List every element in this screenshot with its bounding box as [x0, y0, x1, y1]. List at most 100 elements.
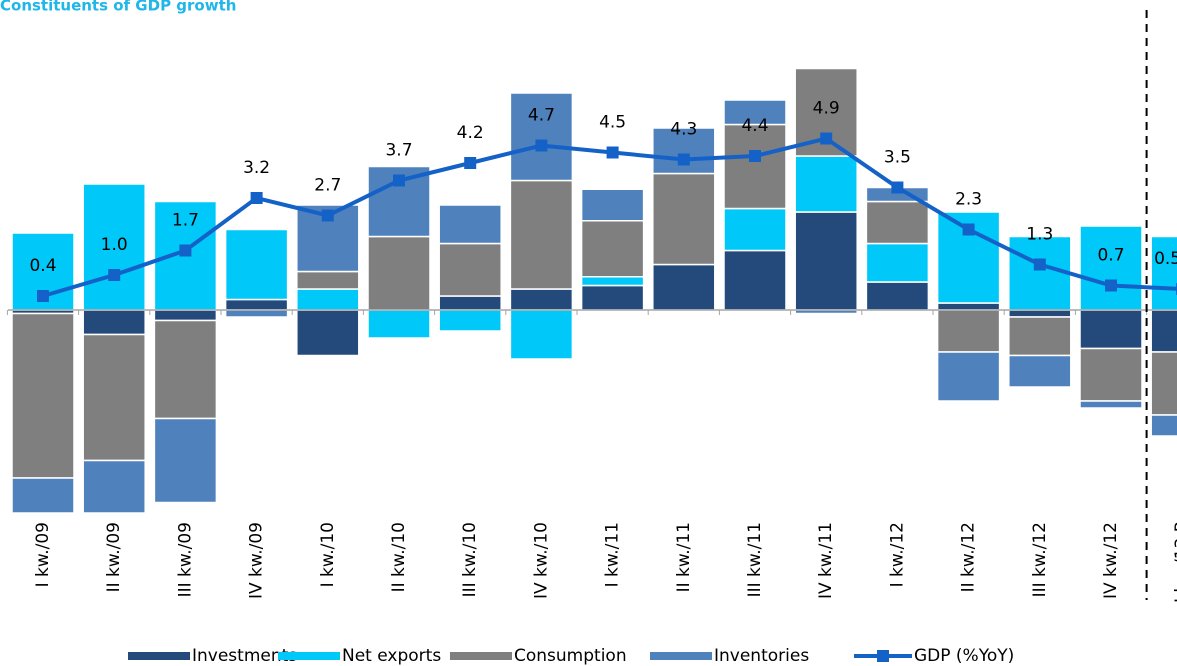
gdp-marker	[108, 269, 121, 281]
x-tick-label: II kw./11	[674, 522, 694, 592]
bar-segment	[438, 242, 502, 297]
bar-segment	[1150, 351, 1177, 416]
gdp-marker	[535, 139, 548, 152]
data-label: 4.4	[741, 116, 768, 136]
x-tick-label: III kw./11	[745, 522, 765, 597]
legend-label: Consumption	[514, 646, 627, 666]
bar-segment	[794, 211, 858, 311]
bar-segment	[652, 127, 716, 175]
bar-segment	[224, 228, 289, 301]
x-tick-label: IV kw./12	[1101, 522, 1121, 599]
x-tick-label: I kw./09	[33, 522, 53, 587]
data-label: 4.5	[599, 113, 626, 133]
gdp-marker	[962, 223, 975, 236]
legend-swatch	[877, 650, 889, 662]
bar-segment	[82, 333, 146, 462]
data-label: 4.7	[528, 106, 555, 126]
data-label: 4.2	[457, 123, 484, 143]
data-label: 0.7	[1097, 246, 1124, 266]
bar-segment	[224, 298, 289, 311]
legend-label: GDP (%YoY)	[914, 646, 1014, 666]
x-tick-label: II kw./12	[959, 522, 979, 592]
bar-segment	[438, 309, 502, 332]
bar-segment	[794, 155, 858, 213]
gdp-marker	[464, 157, 477, 169]
bar-segment	[1079, 400, 1143, 409]
bar-segment	[723, 249, 787, 311]
bar-segment	[82, 309, 146, 336]
x-tick-label: I kw./12	[887, 522, 907, 587]
data-label: 4.3	[670, 120, 697, 140]
legend-swatch	[650, 652, 712, 660]
bar-segment	[865, 281, 930, 311]
data-label: 0.4	[29, 256, 56, 276]
gdp-marker	[606, 146, 619, 159]
bar-segment	[1079, 347, 1143, 402]
data-label: 3.5	[884, 148, 911, 168]
data-label: 3.2	[243, 158, 270, 178]
x-tick-label: II kw./10	[389, 522, 409, 592]
bar-segment	[153, 417, 218, 504]
bar-segment	[1150, 414, 1177, 437]
bar-segment	[865, 242, 930, 283]
x-tick-label: IV kw./11	[816, 522, 836, 599]
data-label: 4.9	[813, 99, 840, 119]
legend-swatch	[128, 652, 190, 660]
bar-segment	[509, 179, 574, 290]
data-label: 3.7	[385, 141, 412, 161]
data-label: 2.7	[314, 176, 341, 196]
bar-segment	[296, 288, 360, 311]
bar-segment	[580, 188, 645, 222]
gdp-marker	[250, 192, 263, 204]
bar-segment	[936, 302, 1001, 311]
data-label: 1.7	[172, 211, 199, 231]
bar-segment	[438, 295, 502, 311]
legend-swatch	[450, 652, 512, 660]
x-tick-label: I kw./11	[603, 522, 623, 587]
bar-segment	[11, 477, 75, 514]
bar-segment	[82, 459, 146, 514]
bar-segment	[1150, 309, 1177, 353]
bar-segment	[153, 309, 218, 322]
bar-segment	[723, 99, 787, 126]
bar-segment	[1008, 235, 1072, 311]
legend-label: Net exports	[342, 646, 441, 666]
data-label: 0.5-0.7	[1154, 249, 1177, 269]
x-tick-label: I kw./13 P	[1172, 522, 1177, 603]
bar-segment	[580, 276, 645, 287]
gdp-marker	[179, 244, 192, 257]
x-tick-label: III kw./09	[175, 522, 195, 597]
gdp-marker	[1105, 279, 1117, 292]
bar-segment	[723, 123, 787, 210]
x-tick-label: III kw./12	[1030, 522, 1050, 597]
bar-segment	[153, 319, 218, 420]
x-tick-label: IV kw./10	[531, 522, 551, 599]
bar-segment	[580, 220, 645, 278]
gdp-marker	[321, 209, 334, 222]
legend-swatch	[278, 652, 340, 660]
bar-segment	[509, 288, 574, 311]
gdp-marker	[749, 150, 761, 162]
x-tick-label: IV kw./09	[247, 522, 267, 599]
gdp-marker	[677, 153, 690, 166]
data-label: 1.3	[1026, 225, 1053, 245]
bar-segment	[367, 235, 431, 311]
bar-segment	[936, 309, 1001, 353]
data-label: 2.3	[955, 190, 982, 210]
bar-segment	[1150, 235, 1177, 311]
bar-segment	[1008, 309, 1072, 318]
bar-segment	[865, 200, 930, 245]
x-tick-label: III kw./10	[460, 522, 480, 597]
bar-segment	[652, 172, 716, 266]
gdp-marker	[891, 181, 904, 194]
bar-segment	[723, 207, 787, 252]
gdp-marker	[393, 174, 405, 187]
x-tick-label: II kw./09	[104, 522, 124, 592]
bar-segment	[1079, 309, 1143, 350]
bar-segment	[1008, 354, 1072, 388]
bar-segment	[936, 351, 1001, 402]
bar-segment	[367, 309, 431, 339]
bar-segment	[1008, 316, 1072, 357]
bar-segment	[296, 309, 360, 357]
legend-label: Inventories	[714, 646, 809, 666]
